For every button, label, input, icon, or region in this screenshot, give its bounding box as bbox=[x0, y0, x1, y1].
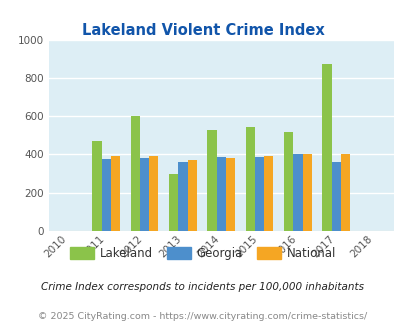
Legend: Lakeland, Georgia, National: Lakeland, Georgia, National bbox=[65, 242, 340, 264]
Bar bbox=[92, 141, 101, 231]
Bar bbox=[302, 154, 311, 231]
Bar bbox=[340, 154, 349, 231]
Bar bbox=[254, 157, 264, 231]
Bar bbox=[207, 130, 216, 231]
Bar bbox=[331, 162, 340, 231]
Bar bbox=[111, 156, 120, 231]
Bar bbox=[245, 127, 254, 231]
Bar bbox=[293, 154, 302, 231]
Bar bbox=[101, 159, 111, 231]
Bar bbox=[130, 116, 140, 231]
Bar bbox=[187, 160, 196, 231]
Text: © 2025 CityRating.com - https://www.cityrating.com/crime-statistics/: © 2025 CityRating.com - https://www.city… bbox=[38, 312, 367, 321]
Bar bbox=[178, 162, 187, 231]
Bar bbox=[322, 63, 331, 231]
Bar bbox=[140, 158, 149, 231]
Bar bbox=[216, 157, 225, 231]
Bar bbox=[149, 156, 158, 231]
Text: Lakeland Violent Crime Index: Lakeland Violent Crime Index bbox=[81, 23, 324, 38]
Bar bbox=[225, 158, 234, 231]
Bar bbox=[264, 156, 273, 231]
Bar bbox=[284, 132, 293, 231]
Text: Crime Index corresponds to incidents per 100,000 inhabitants: Crime Index corresponds to incidents per… bbox=[41, 282, 364, 292]
Bar bbox=[169, 174, 178, 231]
